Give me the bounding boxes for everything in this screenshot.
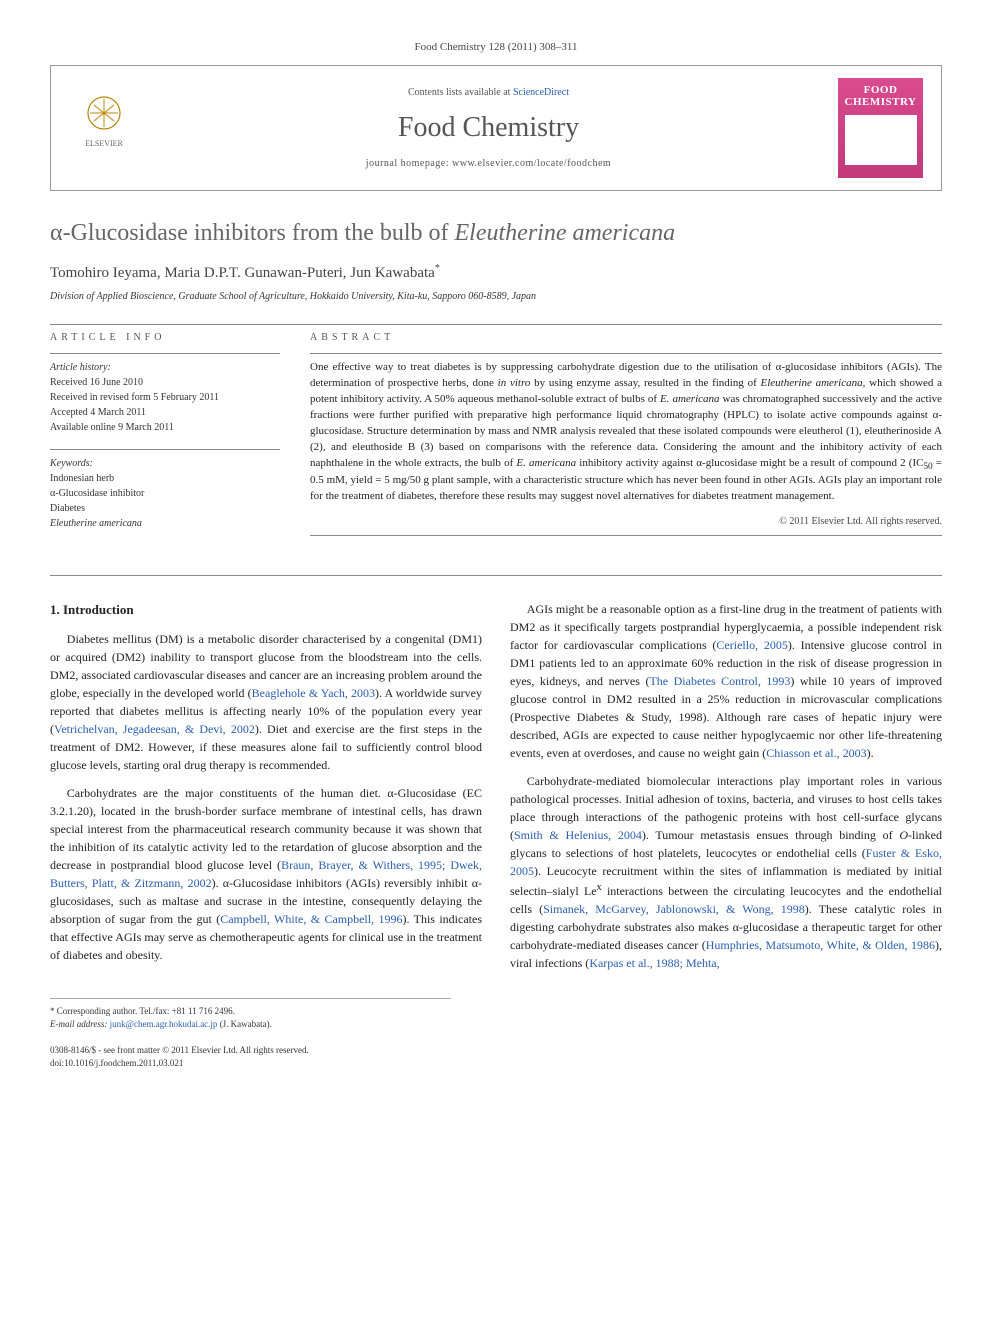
abstract-copyright: © 2011 Elsevier Ltd. All rights reserved…: [310, 515, 942, 529]
citation-link[interactable]: Fuster & Esko, 2005: [510, 846, 942, 878]
keyword: α-Glucosidase inhibitor: [50, 486, 280, 501]
header-center: Contents lists available at ScienceDirec…: [157, 86, 820, 171]
keyword: Indonesian herb: [50, 471, 280, 486]
article-title: α-Glucosidase inhibitors from the bulb o…: [50, 219, 942, 248]
authors-line: Tomohiro Ieyama, Maria D.P.T. Gunawan-Pu…: [50, 262, 942, 284]
citation-link[interactable]: Beaglehole & Yach, 2003: [252, 686, 375, 700]
journal-reference: Food Chemistry 128 (2011) 308–311: [50, 40, 942, 55]
body-paragraph: Diabetes mellitus (DM) is a metabolic di…: [50, 630, 482, 774]
cover-title: FOOD CHEMISTRY: [842, 84, 919, 108]
citation-link[interactable]: Ceriello, 2005: [716, 638, 787, 652]
keywords-label: Keywords:: [50, 458, 93, 469]
history-item: Available online 9 March 2011: [50, 422, 174, 433]
abstract-heading: ABSTRACT: [310, 331, 942, 345]
email-link[interactable]: junk@chem.agr.hokudai.ac.jp: [110, 1019, 218, 1029]
affiliation: Division of Applied Bioscience, Graduate…: [50, 290, 942, 304]
email-suffix: (J. Kawabata).: [220, 1019, 272, 1029]
section-heading-introduction: 1. Introduction: [50, 600, 482, 620]
journal-name: Food Chemistry: [157, 108, 820, 147]
citation-link[interactable]: Campbell, White, & Campbell, 1996: [220, 912, 402, 926]
horizontal-rule: [50, 324, 942, 325]
history-item: Received in revised form 5 February 2011: [50, 392, 219, 403]
homepage-line: journal homepage: www.elsevier.com/locat…: [157, 157, 820, 171]
body-two-column: 1. Introduction Diabetes mellitus (DM) i…: [50, 600, 942, 978]
elsevier-tree-logo: ELSEVIER: [69, 88, 139, 168]
citation-link[interactable]: Braun, Brayer, & Withers, 1995; Dwek, Bu…: [50, 858, 482, 890]
body-paragraph: Carbohydrates are the major constituents…: [50, 784, 482, 964]
history-item: Received 16 June 2010: [50, 377, 143, 388]
keyword: Diabetes: [50, 501, 280, 516]
cover-image-placeholder: [845, 115, 917, 165]
keyword: Eleutherine americana: [50, 516, 280, 531]
front-matter-line: 0308-8146/$ - see front matter © 2011 El…: [50, 1044, 942, 1069]
sciencedirect-link[interactable]: ScienceDirect: [513, 87, 569, 98]
article-info-column: ARTICLE INFO Article history: Received 1…: [50, 331, 280, 545]
article-info-heading: ARTICLE INFO: [50, 331, 280, 345]
homepage-url: www.elsevier.com/locate/foodchem: [452, 158, 611, 169]
corresponding-footnote: * Corresponding author. Tel./fax: +81 11…: [50, 998, 451, 1030]
corresponding-mark: *: [435, 263, 440, 274]
elsevier-label: ELSEVIER: [85, 139, 123, 148]
history-item: Accepted 4 March 2011: [50, 407, 146, 418]
article-history: Article history: Received 16 June 2010 R…: [50, 360, 280, 435]
body-paragraph: Carbohydrate-mediated biomolecular inter…: [510, 772, 942, 972]
horizontal-rule: [50, 575, 942, 576]
citation-link[interactable]: Humphries, Matsumoto, White, & Olden, 19…: [706, 938, 935, 952]
keywords-block: Keywords: Indonesian herb α-Glucosidase …: [50, 456, 280, 531]
journal-cover-thumbnail: FOOD CHEMISTRY: [838, 78, 923, 178]
abstract-column: ABSTRACT One effective way to treat diab…: [310, 331, 942, 545]
history-label: Article history:: [50, 362, 111, 373]
citation-link[interactable]: Smith & Helenius, 2004: [514, 828, 642, 842]
journal-header-box: ELSEVIER Contents lists available at Sci…: [50, 65, 942, 191]
body-paragraph: AGIs might be a reasonable option as a f…: [510, 600, 942, 762]
corr-author-line: * Corresponding author. Tel./fax: +81 11…: [50, 1005, 451, 1018]
contents-line: Contents lists available at ScienceDirec…: [157, 86, 820, 100]
citation-link[interactable]: Simanek, McGarvey, Jablonowski, & Wong, …: [543, 902, 805, 916]
email-label: E-mail address:: [50, 1019, 110, 1029]
abstract-text: One effective way to treat diabetes is b…: [310, 360, 942, 505]
citation-link[interactable]: Vetrichelvan, Jegadeesan, & Devi, 2002: [54, 722, 255, 736]
citation-link[interactable]: Chiasson et al., 2003: [766, 746, 866, 760]
citation-link[interactable]: Karpas et al., 1988; Mehta,: [589, 956, 719, 970]
citation-link[interactable]: The Diabetes Control, 1993: [649, 674, 790, 688]
